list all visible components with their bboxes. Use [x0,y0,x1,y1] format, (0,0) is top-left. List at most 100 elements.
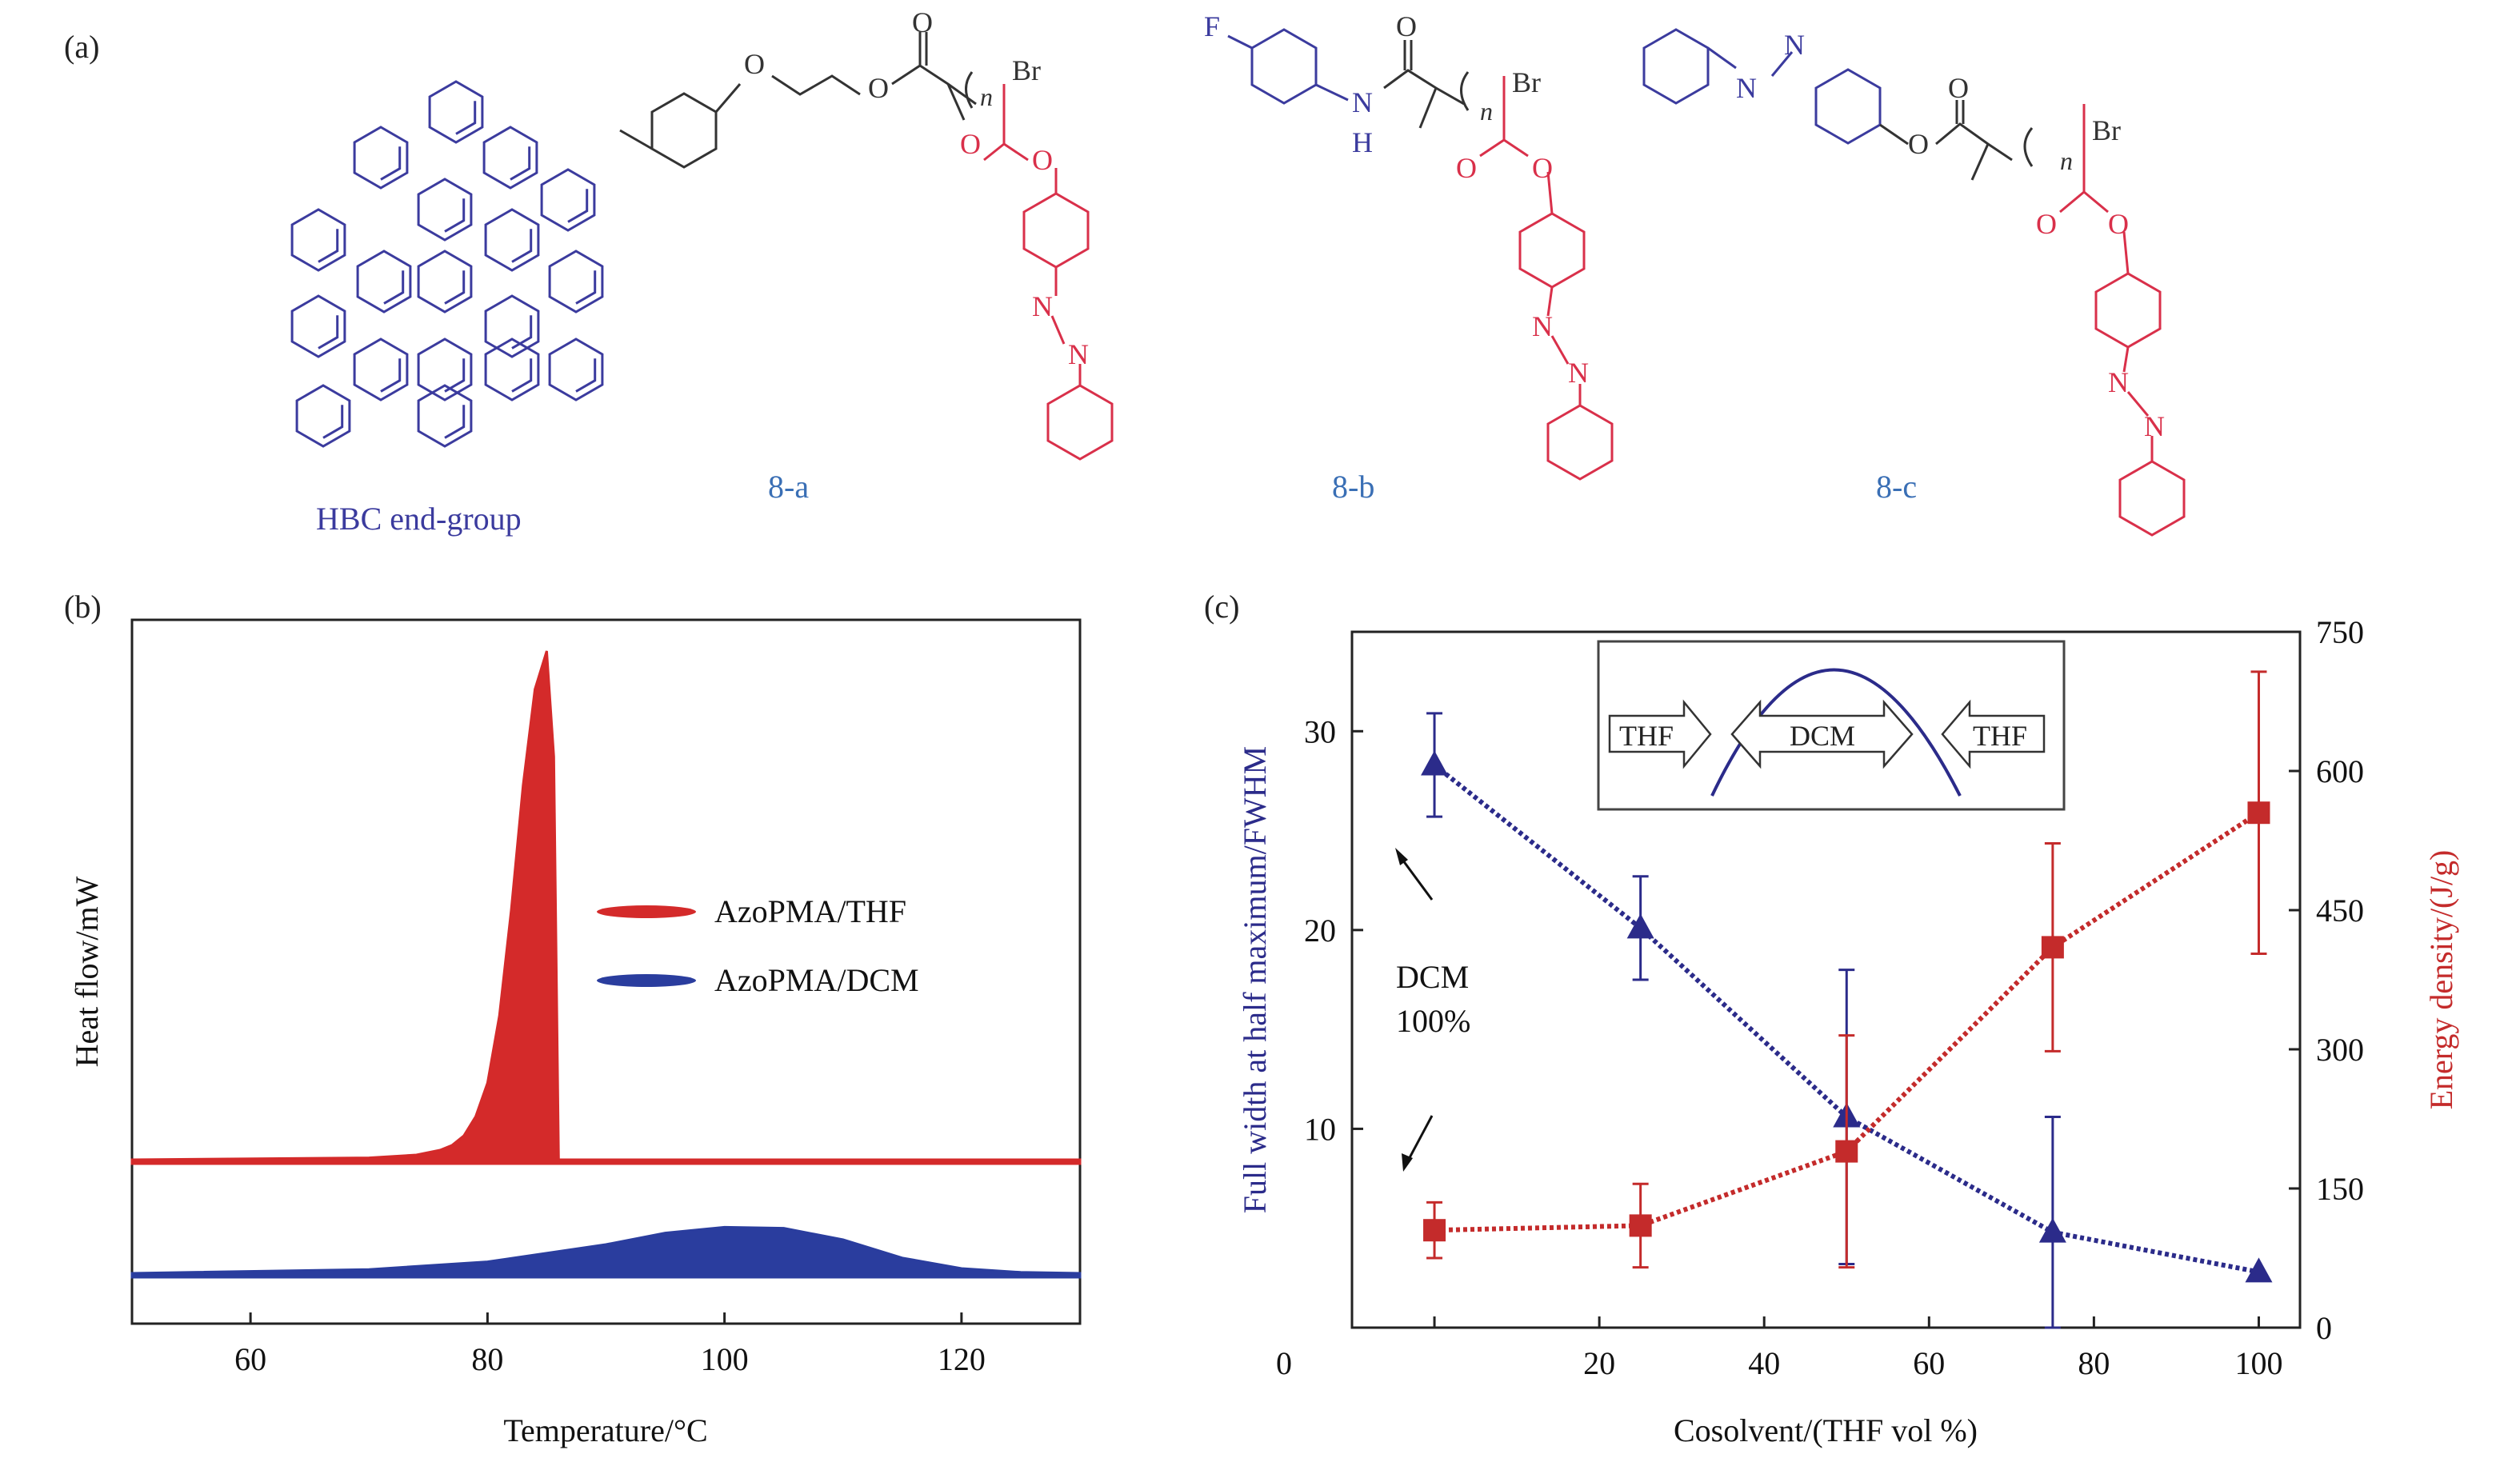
dsc-series-thf [130,650,1082,1165]
hbc-ring [548,250,604,314]
fw-xlabel: Cosolvent/(THF vol %) [1674,1412,1978,1448]
dsc-legend: AzoPMA/THF AzoPMA/DCM [597,893,919,998]
dsc-xtick-label: 100 [701,1341,749,1377]
dcm-annotation: DCM 100% [1395,848,1470,1172]
annotation-arrowhead-up [1395,848,1408,865]
linker-8a [619,32,977,169]
atom-n-sub-8c: n [2060,146,2073,175]
ester-linker-8c [1879,100,2034,181]
fw-point-square [2041,936,2064,959]
atom-n-8c-1: N [1736,72,1757,104]
hbc-ring [482,126,538,190]
label-8b: 8-b [1332,469,1374,505]
fw-ytick-right-label: 600 [2316,753,2364,789]
polymer-8a [983,84,1114,461]
dsc-ylabel: Heat flow/mW [69,876,105,1067]
fw-xtick-label: 20 [1583,1345,1615,1381]
atom-n-8b-1: N [1532,310,1553,342]
label-8c: 8-c [1876,469,1917,505]
atom-o-8a-5: O [1032,144,1053,176]
atom-o-8c-1: O [1908,128,1929,160]
atom-h-8b: H [1352,126,1373,158]
atom-f-8b: F [1204,10,1220,42]
fw-plot-frame [1350,630,2302,1329]
hbc-ring-inner-bond [444,198,466,233]
atom-o-8a-3: O [912,6,933,38]
annotation-line1: DCM [1396,959,1469,995]
hbc-ring [484,208,540,272]
dsc-series-dcm [130,1225,1082,1279]
inset-arrow-right [1941,699,2046,769]
label-8a: 8-a [768,469,809,505]
fw-point-triangle [2245,1257,2273,1283]
hbc-ring [353,338,409,401]
atom-n-8c-2: N [1784,29,1805,61]
hbc-ring [417,250,473,314]
hbc-ring-inner-bond [575,358,597,393]
azobenzene-linker [1642,28,1882,145]
hbc-ring-inner-bond [444,270,466,305]
hbc-ring-inner-bond [318,315,339,350]
hbc-ring-inner-bond [511,358,533,393]
hbc-ring [428,80,484,144]
hbc-ring [417,338,473,401]
hbc-ring [484,338,540,401]
atom-o-8b-3: O [1532,152,1553,184]
inset-label-thf-right: THF [1973,720,2027,752]
fluorophenyl-ring [1227,28,1349,105]
dsc-xtick-label: 60 [234,1341,266,1377]
legend-label-dcm: AzoPMA/DCM [714,962,919,998]
fw-ytick-right-label: 750 [2316,614,2364,650]
hbc-ring [484,294,540,358]
fw-point-square [2247,801,2270,825]
fw-ylabel-right: Energy density/(J/g) [2423,850,2459,1110]
atom-br-8b: Br [1512,66,1541,98]
hbc-ring [295,384,351,448]
hbc-ring-inner-bond [322,405,344,439]
hbc-ring-inner-bond [511,315,533,350]
hbc-ring-inner-bond [318,229,339,263]
polymer-8c [2059,104,2186,537]
legend-swatch-dcm [597,974,696,987]
atom-o-8b-2: O [1456,152,1477,184]
polymer-8b [1479,76,1614,481]
fw-ytick-left-label: 20 [1304,913,1336,949]
atom-o-8a-1: O [744,48,765,80]
fw-point-square [1423,1219,1446,1242]
hbc-ring [417,178,473,242]
inset-label-thf-left: THF [1619,720,1674,752]
molecule-8b: F N H O Br n O O N N [1204,10,1614,481]
inset-label-dcm: DCM [1790,720,1855,752]
inset-arrow-middle [1730,699,1914,769]
fw-ytick-left-label: 30 [1304,713,1336,749]
fw-xtick-label: 100 [2234,1345,2282,1381]
hbc-ring-inner-bond [511,229,533,263]
hbc-ring [353,126,409,190]
hbc-end-group-label: HBC end-group [316,501,522,537]
hbc-ring-inner-bond [383,270,405,305]
atom-o-8c-3: O [2036,208,2057,240]
fw-point-square [1835,1140,1858,1163]
hbc-core-structure [290,80,604,448]
dsc-xtick-label: 120 [938,1341,986,1377]
hbc-ring-inner-bond [567,189,589,223]
fw-xtick-label: 80 [2078,1345,2110,1381]
fw-xtick-label: 60 [1913,1345,1945,1381]
fw-ylabel-left: Full width at half maximum/FWHM [1237,746,1273,1213]
atom-o-8c-4: O [2108,208,2129,240]
dsc-chart: 60 80 100 120 Temperature/°C Heat flow/mW A… [69,618,1082,1448]
atom-o-8a-2: O [868,72,889,104]
hbc-ring-inner-bond [380,146,402,181]
atom-o-8c-2: O [1948,72,1969,104]
inset-arrow-left [1608,699,1712,769]
dsc-xtick-label: 80 [471,1341,503,1377]
atom-n-8c-3: N [2108,366,2129,398]
atom-n-8a-2: N [1068,338,1089,370]
amide-linker [1383,40,1470,129]
fw-xtick-label: 0 [1276,1345,1292,1381]
legend-label-thf: AzoPMA/THF [714,893,906,929]
panel-label-b: (b) [64,589,102,625]
hbc-ring-inner-bond [455,101,477,135]
atom-br-8c: Br [2092,114,2121,146]
